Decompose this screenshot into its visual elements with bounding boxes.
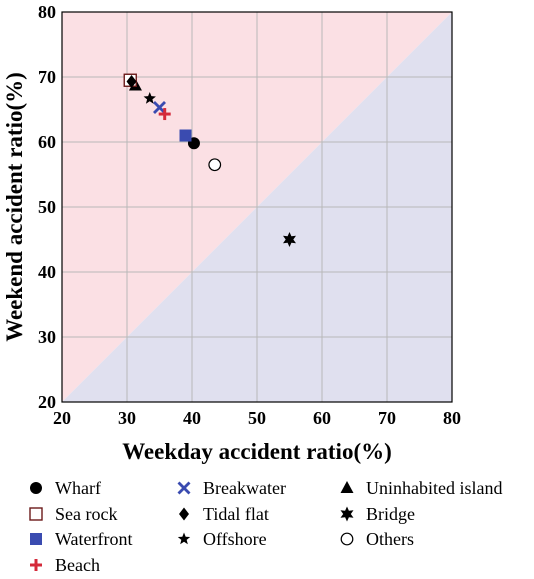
legend-label-sea-rock: Sea rock — [55, 504, 117, 524]
point-bridge — [283, 232, 296, 247]
legend-marker-offshore — [177, 532, 191, 545]
y-axis-label: Weekend accident ratio(%) — [2, 72, 27, 342]
legend: Wharf Breakwater Uninhabited island Sea roc… — [29, 478, 502, 575]
x-tick-label: 30 — [118, 408, 136, 428]
legend-marker-tidal-flat — [179, 507, 189, 521]
legend-marker-others — [340, 532, 354, 546]
plot-frame — [61, 11, 453, 403]
x-axis-label: Weekday accident ratio(%) — [122, 439, 392, 464]
legend-label-offshore: Offshore — [203, 529, 267, 549]
x-tick-label: 70 — [378, 408, 396, 428]
y-tick-label: 40 — [38, 262, 56, 282]
grid-lines — [62, 12, 452, 402]
y-tick-label: 60 — [38, 132, 56, 152]
y-tick-label: 20 — [38, 392, 56, 412]
legend-label-waterfront: Waterfront — [55, 529, 133, 549]
x-tick-label: 50 — [248, 408, 266, 428]
legend-label-bridge: Bridge — [366, 504, 415, 524]
legend-marker-wharf — [30, 482, 42, 494]
x-tick-label: 80 — [443, 408, 461, 428]
tick-labels: 20 30 40 50 60 70 80 20 30 40 50 60 70 80 — [38, 2, 461, 428]
legend-label-uninhabited-island: Uninhabited island — [366, 478, 502, 498]
x-tick-label: 20 — [53, 408, 71, 428]
y-tick-label: 50 — [38, 197, 56, 217]
legend-label-tidal-flat: Tidal flat — [203, 504, 269, 524]
legend-marker-bridge — [340, 506, 354, 522]
legend-marker-uninhabited-island — [340, 481, 354, 493]
x-tick-label: 60 — [313, 408, 331, 428]
x-tick-label: 40 — [183, 408, 201, 428]
legend-label-beach: Beach — [55, 555, 100, 575]
points-clip-group — [123, 73, 296, 247]
point-tidal-flat — [126, 75, 137, 89]
legend-marker-sea-rock — [29, 507, 43, 521]
point-breakwater — [153, 101, 166, 115]
point-others — [208, 158, 222, 172]
legend-marker-waterfront — [30, 533, 42, 545]
legend-label-others: Others — [366, 529, 414, 549]
y-tick-label: 70 — [38, 67, 56, 87]
y-tick-label: 80 — [38, 2, 56, 22]
point-waterfront — [179, 129, 192, 142]
legend-label-wharf: Wharf — [55, 478, 101, 498]
data-points — [123, 73, 296, 247]
legend-marker-breakwater — [177, 481, 191, 495]
y-tick-label: 30 — [38, 327, 56, 347]
point-beach — [158, 108, 171, 121]
legend-marker-beach — [30, 559, 42, 571]
point-offshore — [143, 91, 156, 104]
legend-label-breakwater: Breakwater — [203, 478, 286, 498]
